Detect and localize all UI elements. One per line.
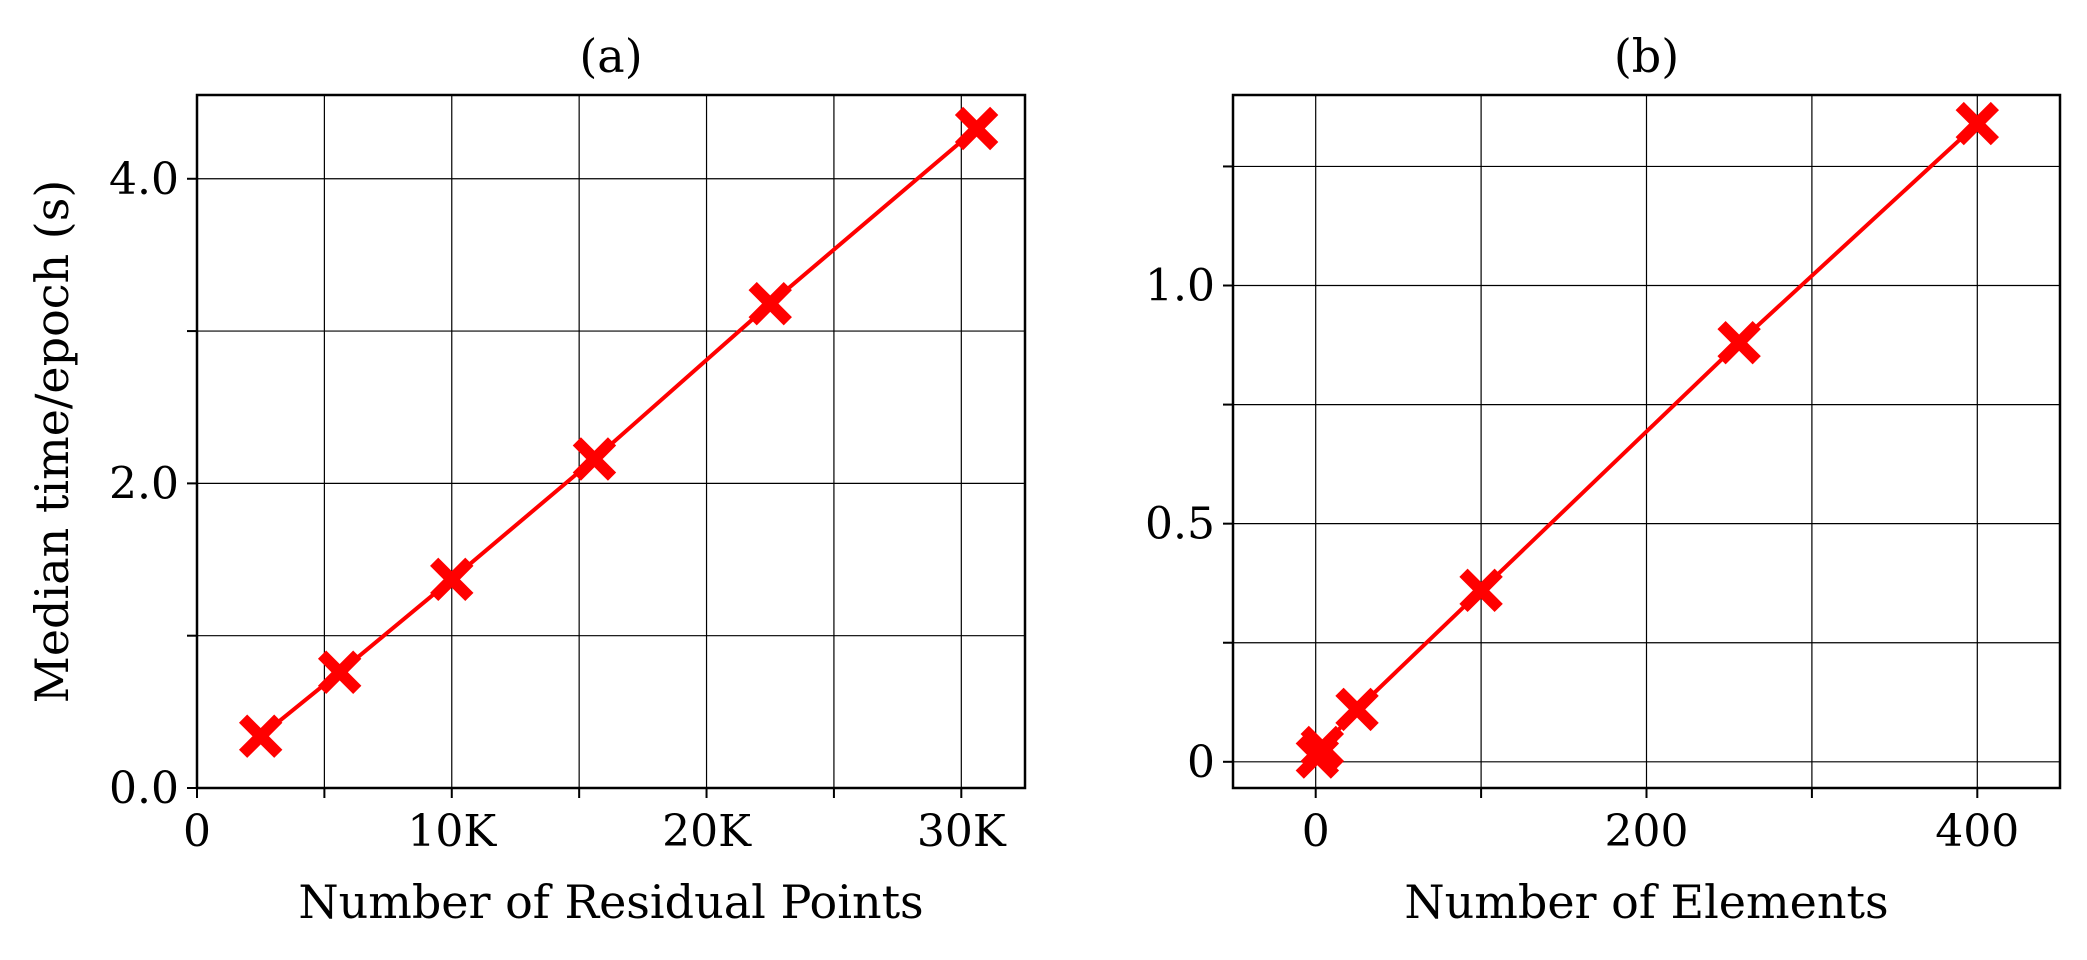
y-tick-label: 2.0 (109, 458, 179, 509)
y-tick-label: 4.0 (109, 154, 179, 205)
data-point-marker (1955, 101, 2000, 146)
data-point-marker (317, 650, 362, 694)
y-tick-label: 0 (1187, 737, 1215, 788)
x-tick-label: 400 (1935, 806, 2019, 857)
x-tick-label: 10K (407, 806, 497, 857)
data-point-marker (1335, 687, 1379, 732)
y-tick-label: 0.5 (1145, 499, 1215, 550)
plot-frame (1231, 93, 2062, 790)
x-axis-label: Number of Residual Points (298, 875, 923, 929)
x-tick-label: 0 (183, 806, 211, 857)
data-point-marker (1717, 320, 1761, 365)
data-point-marker (238, 714, 283, 758)
x-tick-label: 30K (917, 806, 1007, 857)
x-tick-label: 200 (1605, 806, 1689, 857)
x-axis-label: Number of Elements (1404, 875, 1888, 929)
x-tick-label: 20K (662, 806, 752, 857)
y-axis-label: Median time/epoch (s) (25, 180, 79, 704)
data-point-marker (748, 281, 792, 326)
data-point-marker (1300, 725, 1345, 770)
y-tick-label: 1.0 (1145, 261, 1215, 312)
chart-title: (a) (579, 29, 642, 83)
data-point-marker (954, 106, 999, 151)
chart-title: (b) (1614, 29, 1679, 83)
x-tick-label: 0 (1302, 806, 1330, 857)
panel-b: 0 200 400 0 0.5 1.0 (b) Number of Elements (1145, 29, 2062, 929)
plot-frame (195, 93, 1027, 790)
panel-a: 0 10K 20K 30K 0.0 2.0 4.0 (a) Number of Residual… (25, 29, 1027, 929)
data-point-marker (572, 437, 617, 481)
data-point-marker (1459, 568, 1503, 613)
data-point-marker (430, 557, 474, 602)
y-tick-label: 0.0 (109, 763, 179, 814)
